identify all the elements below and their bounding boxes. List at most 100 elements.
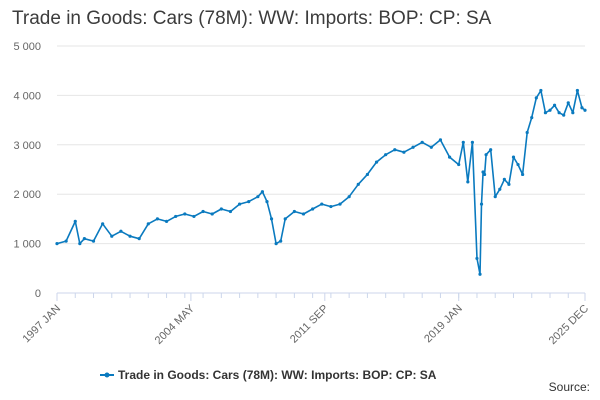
data-point (566, 101, 570, 105)
y-tick-label: 5 000 (13, 41, 41, 53)
data-point (429, 145, 433, 149)
data-point (571, 111, 575, 115)
data-point (481, 170, 485, 174)
x-tick-label: 2019 JAN (422, 303, 465, 346)
data-point (457, 162, 461, 167)
data-point (548, 108, 552, 112)
data-point (466, 180, 470, 184)
data-point (260, 190, 265, 194)
data-point (279, 239, 283, 243)
data-point (91, 239, 96, 243)
data-point (539, 88, 543, 93)
data-point (338, 202, 342, 206)
data-point (329, 204, 333, 209)
data-point (237, 202, 242, 206)
data-point (55, 242, 59, 246)
data-point (347, 195, 351, 199)
y-tick-label: 4 000 (13, 90, 41, 102)
x-tick-label: 2025 DEC (547, 303, 591, 347)
chart-title: Trade in Goods: Cars (78M): WW: Imports:… (12, 8, 492, 29)
data-point (493, 195, 497, 199)
data-point (256, 195, 260, 199)
gridlines (57, 45, 585, 294)
source-label: Source: (548, 380, 590, 394)
data-point (461, 140, 465, 144)
data-point (210, 212, 214, 216)
data-point (301, 212, 306, 216)
data-point (73, 219, 77, 223)
data-point (164, 219, 169, 223)
data-point (283, 217, 287, 221)
legend-label: Trade in Goods: Cars (78M): WW: Imports:… (118, 368, 437, 382)
data-point (219, 207, 223, 211)
data-point (562, 113, 566, 117)
data-point (498, 187, 502, 191)
data-point (128, 234, 132, 238)
data-point (64, 239, 68, 243)
data-point (411, 145, 415, 149)
data-point (155, 217, 160, 221)
data-point (82, 237, 86, 241)
data-point (265, 200, 269, 204)
data-point (478, 272, 482, 276)
data-point (247, 200, 251, 204)
data-point (201, 209, 205, 214)
data-point (580, 106, 584, 110)
data-point (516, 162, 520, 167)
data-point (470, 140, 475, 144)
x-tick-label: 2011 SEP (288, 303, 331, 346)
data-point (356, 182, 360, 186)
data-point (101, 222, 105, 226)
data-point (534, 96, 538, 100)
data-point (543, 111, 548, 115)
data-point (292, 209, 296, 214)
data-point (137, 237, 141, 241)
x-axis: 1997 JAN 2004 MAY 2011 SEP 2019 JAN 2025 DEC (20, 292, 591, 347)
data-point (575, 88, 579, 93)
y-tick-label: 0 (35, 288, 41, 300)
data-point (393, 148, 397, 152)
data-point (521, 172, 525, 177)
data-point (311, 207, 315, 211)
data-point (228, 209, 233, 214)
data-point (269, 217, 274, 221)
data-point (479, 202, 484, 206)
data-point (192, 214, 196, 219)
series-layer (55, 88, 587, 276)
data-point (384, 153, 388, 157)
data-point (78, 242, 82, 246)
data-point (484, 153, 488, 157)
data-point (183, 212, 187, 216)
x-tick-label: 2004 MAY (153, 302, 198, 347)
data-point (274, 242, 278, 246)
data-point (438, 138, 443, 142)
y-tick-label: 1 000 (13, 239, 41, 251)
data-point (507, 182, 511, 186)
data-point (557, 111, 561, 115)
y-tick-label: 3 000 (13, 140, 41, 152)
data-point (552, 103, 557, 107)
data-point (530, 116, 534, 120)
y-axis: 0 1 000 2 000 3 000 4 000 5 000 (13, 41, 41, 300)
data-point (174, 214, 178, 219)
data-point (420, 140, 424, 144)
data-point (320, 202, 324, 206)
data-point (583, 108, 587, 112)
data-point (475, 256, 479, 261)
data-point (146, 222, 150, 226)
data-point (502, 177, 506, 181)
data-point (525, 130, 529, 135)
legend[interactable]: Trade in Goods: Cars (78M): WW: Imports:… (100, 368, 437, 382)
data-point (374, 160, 379, 164)
x-tick-label: 1997 JAN (20, 303, 63, 346)
data-point (119, 229, 123, 233)
y-tick-label: 2 000 (13, 189, 41, 201)
data-point (447, 155, 452, 159)
data-point (482, 172, 487, 177)
data-point (365, 172, 370, 177)
legend-marker-icon (104, 372, 110, 378)
data-point (110, 234, 114, 238)
data-point (402, 150, 406, 154)
data-point (511, 155, 516, 159)
